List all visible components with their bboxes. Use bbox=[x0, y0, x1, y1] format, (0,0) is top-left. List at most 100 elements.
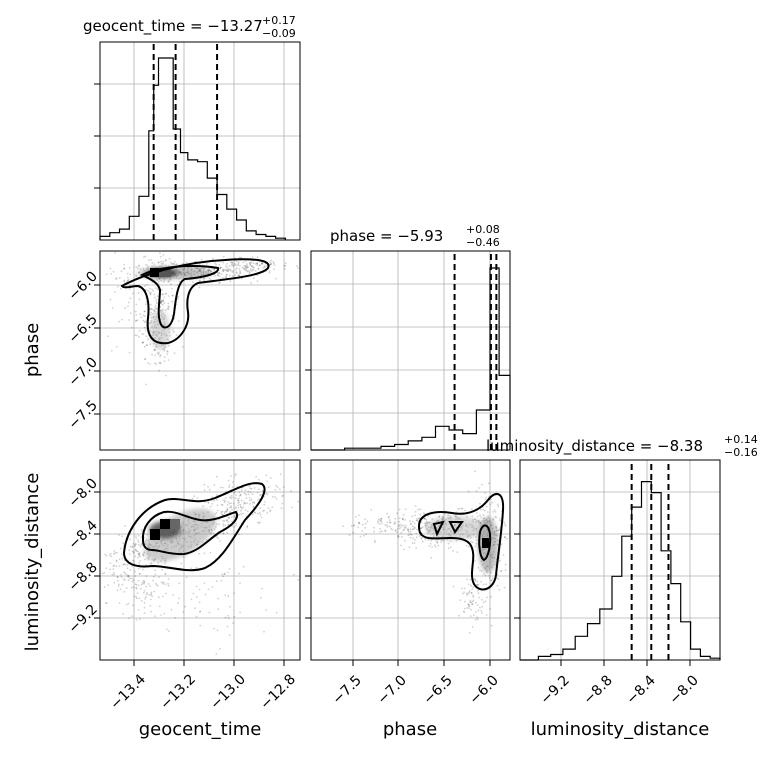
sample-point bbox=[474, 619, 477, 621]
sample-point bbox=[154, 573, 157, 576]
sample-point bbox=[163, 349, 166, 352]
sample-point bbox=[227, 571, 230, 574]
sample-point bbox=[167, 305, 170, 308]
sample-point bbox=[263, 503, 266, 506]
sample-point bbox=[228, 484, 231, 487]
sample-point bbox=[256, 491, 259, 494]
sample-point bbox=[255, 476, 257, 478]
sample-point bbox=[203, 279, 206, 282]
sample-point bbox=[238, 274, 241, 277]
sample-point bbox=[120, 270, 123, 273]
sample-point bbox=[159, 265, 161, 268]
sample-point bbox=[475, 536, 477, 539]
sample-point bbox=[431, 546, 433, 548]
sample-point bbox=[342, 525, 344, 527]
sample-point bbox=[131, 550, 134, 553]
sample-point bbox=[135, 275, 138, 278]
sample-point bbox=[215, 523, 218, 526]
sample-point bbox=[380, 517, 383, 520]
sample-point bbox=[229, 268, 232, 271]
y-axis-ticks bbox=[94, 284, 100, 415]
sample-point bbox=[269, 261, 272, 263]
sample-point bbox=[153, 309, 156, 311]
sample-point bbox=[498, 529, 500, 531]
sample-point bbox=[138, 562, 141, 564]
sample-point bbox=[241, 266, 244, 269]
sample-point bbox=[202, 277, 205, 280]
sample-point bbox=[273, 262, 275, 265]
sample-point bbox=[281, 502, 284, 505]
sample-point bbox=[377, 521, 380, 524]
sample-point bbox=[119, 588, 122, 591]
sample-point bbox=[137, 291, 140, 294]
sample-point bbox=[413, 542, 416, 544]
sample-point bbox=[251, 265, 253, 268]
sample-point bbox=[231, 516, 233, 518]
sample-point bbox=[101, 572, 104, 575]
sample-point bbox=[139, 560, 142, 562]
sample-point bbox=[461, 507, 464, 510]
sample-point bbox=[227, 520, 229, 523]
sample-point bbox=[461, 592, 464, 595]
sample-point bbox=[164, 562, 166, 565]
sample-point bbox=[113, 291, 116, 293]
sample-point bbox=[105, 555, 108, 557]
sample-point bbox=[402, 525, 405, 527]
sample-point bbox=[261, 262, 264, 265]
sample-point bbox=[409, 520, 411, 523]
sample-point bbox=[163, 296, 166, 298]
sample-point bbox=[500, 569, 503, 572]
sample-point bbox=[128, 351, 131, 354]
sample-point bbox=[488, 577, 491, 579]
sample-point bbox=[157, 261, 160, 264]
sample-point bbox=[364, 526, 367, 529]
sample-point bbox=[166, 353, 169, 355]
y-axis-ticks bbox=[305, 491, 311, 619]
x-tick-label: −7.0 bbox=[374, 672, 409, 707]
sample-point bbox=[139, 555, 141, 558]
sample-point bbox=[413, 522, 416, 525]
sample-point bbox=[167, 578, 170, 581]
sample-point bbox=[198, 601, 201, 604]
title-geocent-time-minus: −0.09 bbox=[262, 27, 296, 40]
sample-point bbox=[203, 483, 206, 486]
sample-point bbox=[414, 527, 416, 530]
sample-point bbox=[216, 504, 219, 506]
sample-point bbox=[227, 501, 230, 503]
sample-point bbox=[214, 526, 217, 528]
sample-point bbox=[147, 583, 150, 585]
sample-point bbox=[420, 521, 423, 524]
sample-point bbox=[144, 303, 147, 305]
sample-point bbox=[409, 533, 412, 536]
sample-point bbox=[159, 354, 162, 357]
sample-point bbox=[150, 258, 153, 261]
sample-point bbox=[260, 597, 262, 599]
sample-point bbox=[158, 596, 160, 599]
sample-point bbox=[225, 269, 228, 272]
sample-point bbox=[251, 501, 254, 504]
sample-point bbox=[414, 514, 416, 517]
sample-point bbox=[129, 545, 132, 548]
sample-point bbox=[274, 496, 276, 498]
sample-point bbox=[269, 509, 272, 512]
sample-point bbox=[400, 532, 403, 534]
sample-point bbox=[252, 505, 255, 508]
sample-point bbox=[207, 588, 210, 591]
sample-point bbox=[217, 274, 219, 277]
sample-point bbox=[151, 288, 153, 291]
sample-point bbox=[123, 590, 126, 593]
sample-point bbox=[127, 576, 130, 578]
sample-point bbox=[165, 292, 168, 295]
sample-point bbox=[156, 288, 159, 291]
sample-point bbox=[250, 261, 253, 264]
sample-point bbox=[466, 578, 468, 581]
sample-point bbox=[238, 513, 241, 516]
y-tick-label: −8.4 bbox=[65, 517, 100, 552]
sample-point bbox=[223, 269, 226, 272]
sample-point bbox=[484, 491, 487, 494]
sample-point bbox=[494, 510, 497, 513]
sample-point bbox=[244, 269, 247, 272]
sample-point bbox=[232, 622, 234, 624]
sample-point bbox=[140, 583, 143, 586]
sample-point bbox=[244, 266, 247, 268]
